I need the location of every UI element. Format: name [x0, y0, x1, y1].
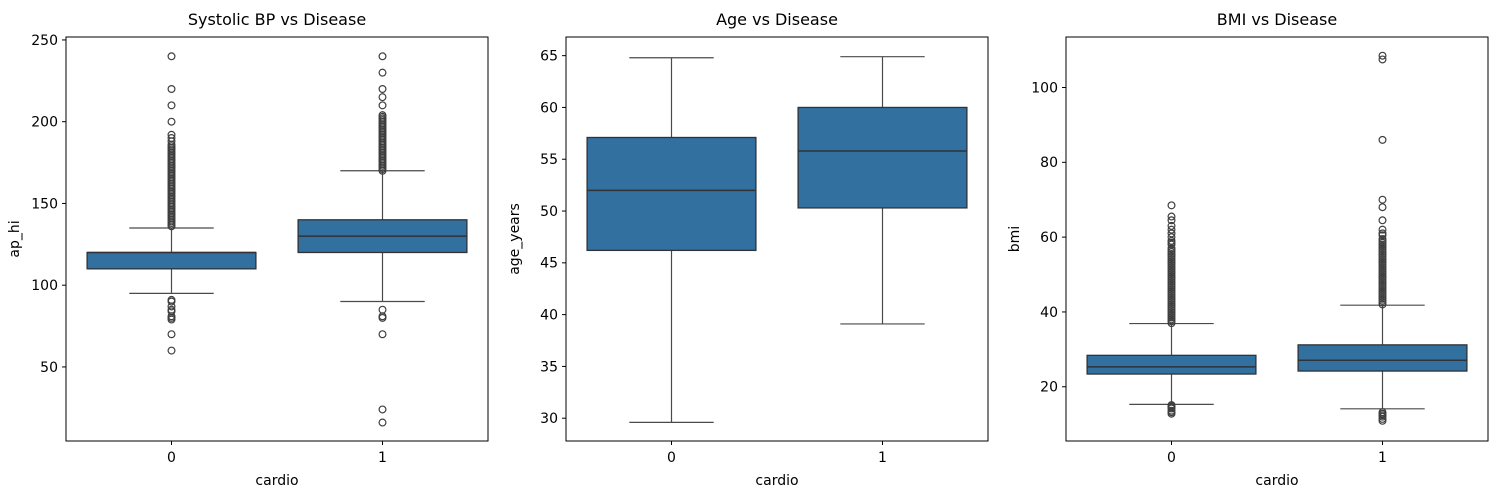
outlier-point: [378, 305, 387, 314]
outlier-point: [1167, 233, 1176, 242]
outlier-point: [1378, 408, 1387, 417]
boxplot-bmi-vs-disease: 20 40 60 80 100 0 1 BMI vs Disease cardio bmi: [1000, 0, 1500, 500]
outlier-point: [378, 405, 387, 414]
iqr-box: [797, 106, 968, 209]
y-tick-label: 250: [31, 33, 58, 49]
outlier-point: [378, 111, 387, 120]
outlier-point: [1378, 225, 1387, 234]
subplot-bmi: 20 40 60 80 100 0 1 BMI vs Disease cardio bmi: [1000, 0, 1500, 500]
y-tick-label: 40: [1040, 305, 1058, 321]
axes-frame: [565, 36, 989, 442]
iqr-box: [1086, 354, 1257, 375]
y-tick-label: 200: [31, 115, 58, 131]
iqr-box: [86, 251, 257, 270]
y-axis-label: ap_hi: [7, 220, 23, 257]
subplot-age: 30 35 40 45 50 55 60 65 0 1 Age vs Disease cardio ag…: [500, 0, 1000, 500]
outlier-point: [378, 330, 387, 339]
y-tick-label: 60: [540, 100, 558, 116]
outlier-point: [1167, 201, 1176, 210]
outlier-point: [1167, 216, 1176, 225]
outlier-point: [1167, 229, 1176, 238]
outlier-point: [378, 52, 387, 61]
outlier-point: [378, 68, 387, 77]
y-tick-label: 45: [540, 256, 558, 272]
chart-title: Age vs Disease: [716, 10, 838, 29]
outlier-point: [167, 117, 176, 126]
y-tick-label: 100: [1031, 80, 1058, 96]
y-tick-label: 50: [540, 204, 558, 220]
outlier-point: [1167, 236, 1176, 245]
outlier-point: [1378, 203, 1387, 212]
outlier-point: [1378, 235, 1387, 244]
y-axis-label: bmi: [1007, 226, 1023, 252]
y-tick-label: 50: [40, 360, 58, 376]
y-tick-label: 60: [1040, 230, 1058, 246]
outlier-point: [167, 346, 176, 355]
boxplot-systolic-bp-vs-disease: 50 100 150 200 250 0 1 Systolic BP vs Disease ca…: [0, 0, 500, 500]
x-tick-label: 1: [378, 450, 387, 466]
y-tick-label: 55: [540, 152, 558, 168]
outlier-point: [167, 101, 176, 110]
y-tick-label: 20: [1040, 380, 1058, 396]
outlier-point: [378, 84, 387, 93]
outlier-point: [1167, 401, 1176, 410]
outlier-point: [378, 101, 387, 110]
y-axis-label: age_years: [507, 203, 523, 275]
outlier-point: [1378, 135, 1387, 144]
outlier-point: [167, 134, 176, 143]
x-axis-label: cardio: [755, 473, 798, 489]
outlier-point: [1167, 225, 1176, 234]
outlier-point: [167, 130, 176, 139]
x-axis-label: cardio: [255, 473, 298, 489]
y-tick-label: 65: [540, 49, 558, 65]
axes-frame: [1065, 36, 1489, 442]
outlier-point: [1378, 51, 1387, 60]
outlier-point: [167, 305, 176, 314]
outlier-point: [378, 418, 387, 427]
subplot-systolic-bp: 50 100 150 200 250 0 1 Systolic BP vs Disease ca…: [0, 0, 500, 500]
outlier-point: [1378, 216, 1387, 225]
x-tick-label: 1: [1378, 450, 1387, 466]
axes-frame: [65, 36, 489, 442]
y-tick-label: 30: [540, 411, 558, 427]
boxplot-age-vs-disease: 30 35 40 45 50 55 60 65 0 1 Age vs Disease cardio ag…: [500, 0, 1000, 500]
iqr-box: [586, 136, 757, 252]
outlier-point: [167, 330, 176, 339]
y-tick-label: 80: [1040, 155, 1058, 171]
outlier-point: [378, 93, 387, 102]
x-tick-label: 0: [667, 450, 676, 466]
outlier-point: [167, 295, 176, 304]
y-tick-label: 40: [540, 308, 558, 324]
y-tick-label: 35: [540, 359, 558, 375]
outlier-point: [1167, 212, 1176, 221]
outlier-point: [1378, 229, 1387, 238]
outlier-point: [1378, 55, 1387, 64]
x-axis-label: cardio: [1255, 473, 1298, 489]
chart-title: BMI vs Disease: [1217, 10, 1337, 29]
outlier-point: [1167, 221, 1176, 230]
iqr-box: [1297, 344, 1468, 372]
outlier-point: [167, 84, 176, 93]
y-tick-label: 150: [31, 196, 58, 212]
x-tick-label: 1: [878, 450, 887, 466]
x-tick-label: 0: [1167, 450, 1176, 466]
outlier-point: [1378, 195, 1387, 204]
outlier-point: [167, 52, 176, 61]
outlier-point: [1167, 406, 1176, 415]
chart-title: Systolic BP vs Disease: [188, 10, 366, 29]
y-tick-label: 100: [31, 278, 58, 294]
outlier-point: [1167, 244, 1176, 253]
x-tick-label: 0: [167, 450, 176, 466]
